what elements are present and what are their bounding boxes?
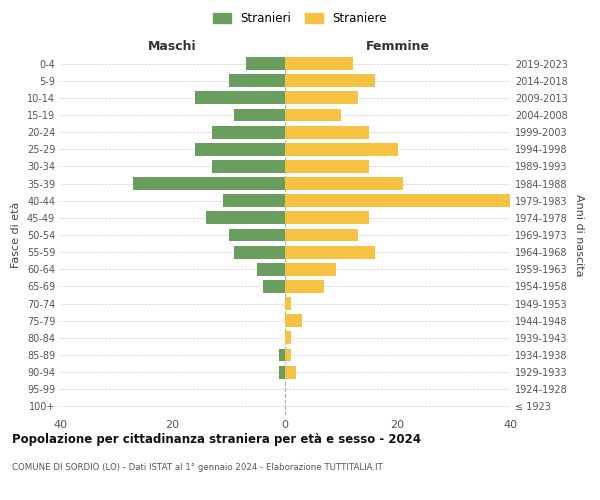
- Bar: [133, 177, 285, 190]
- Bar: [235, 246, 285, 258]
- Bar: [285, 126, 370, 138]
- Bar: [285, 177, 403, 190]
- Legend: Stranieri, Straniere: Stranieri, Straniere: [209, 8, 391, 28]
- Bar: [195, 143, 285, 156]
- Bar: [223, 194, 285, 207]
- Bar: [285, 332, 290, 344]
- Text: Popolazione per cittadinanza straniera per età e sesso - 2024: Popolazione per cittadinanza straniera p…: [12, 432, 421, 446]
- Bar: [212, 126, 285, 138]
- Bar: [195, 92, 285, 104]
- Bar: [285, 57, 353, 70]
- Bar: [280, 366, 285, 378]
- Bar: [285, 280, 325, 293]
- Bar: [229, 74, 285, 87]
- Bar: [285, 228, 358, 241]
- Bar: [257, 263, 285, 276]
- Bar: [285, 74, 375, 87]
- Bar: [285, 143, 398, 156]
- Bar: [212, 160, 285, 173]
- Bar: [285, 212, 370, 224]
- Bar: [285, 263, 335, 276]
- Bar: [206, 212, 285, 224]
- Bar: [285, 348, 290, 362]
- Bar: [285, 160, 370, 173]
- Y-axis label: Anni di nascita: Anni di nascita: [574, 194, 584, 276]
- Bar: [285, 366, 296, 378]
- Bar: [229, 228, 285, 241]
- Text: Femmine: Femmine: [365, 40, 430, 52]
- Bar: [285, 297, 290, 310]
- Text: Maschi: Maschi: [148, 40, 197, 52]
- Bar: [285, 92, 358, 104]
- Bar: [235, 108, 285, 122]
- Bar: [245, 57, 285, 70]
- Bar: [285, 108, 341, 122]
- Bar: [285, 314, 302, 327]
- Bar: [280, 348, 285, 362]
- Y-axis label: Fasce di età: Fasce di età: [11, 202, 21, 268]
- Bar: [285, 246, 375, 258]
- Bar: [285, 194, 510, 207]
- Bar: [263, 280, 285, 293]
- Text: COMUNE DI SORDIO (LO) - Dati ISTAT al 1° gennaio 2024 - Elaborazione TUTTITALIA.: COMUNE DI SORDIO (LO) - Dati ISTAT al 1°…: [12, 462, 383, 471]
